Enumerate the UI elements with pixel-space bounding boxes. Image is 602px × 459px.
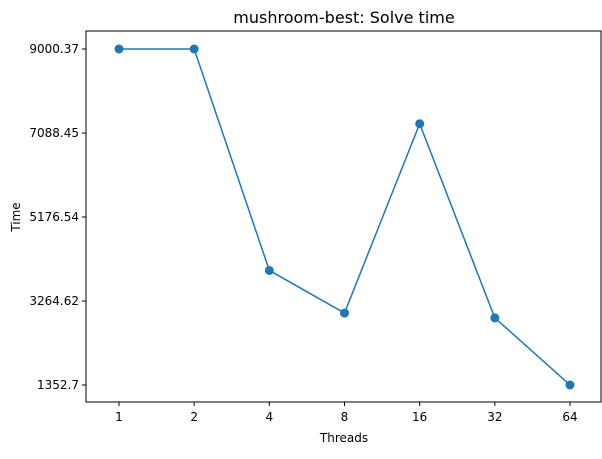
y-tick-label: 5176.54 — [29, 210, 79, 224]
plot-area: 1 2 4 8 16 32 64 1352.7 3264.62 5176.54 7088.45 900… — [29, 30, 602, 424]
data-point — [114, 44, 124, 54]
data-point — [340, 308, 349, 318]
series-line — [119, 48, 571, 386]
data-point — [189, 44, 199, 54]
x-axis-label: Threads — [319, 431, 368, 445]
y-axis-label: Time — [9, 202, 23, 232]
y-tick-label: 3264.62 — [29, 294, 79, 308]
x-tick-label: 1 — [115, 410, 123, 424]
data-point — [490, 313, 500, 323]
x-tick-label: 4 — [266, 410, 274, 424]
x-tick-label: 2 — [190, 410, 198, 424]
x-tick-label: 32 — [487, 410, 502, 424]
y-tick-label: 9000.37 — [29, 42, 79, 56]
data-point — [264, 265, 274, 275]
x-tick-label: 8 — [341, 410, 349, 424]
plot-frame — [85, 30, 602, 403]
y-tick-label: 1352.7 — [37, 378, 79, 392]
x-tick-label: 64 — [562, 410, 577, 424]
x-tick-label: 16 — [412, 410, 427, 424]
data-point — [565, 380, 575, 390]
chart-title: mushroom-best: Solve time — [233, 8, 454, 27]
y-tick-label: 7088.45 — [29, 126, 79, 140]
data-point — [415, 119, 425, 129]
